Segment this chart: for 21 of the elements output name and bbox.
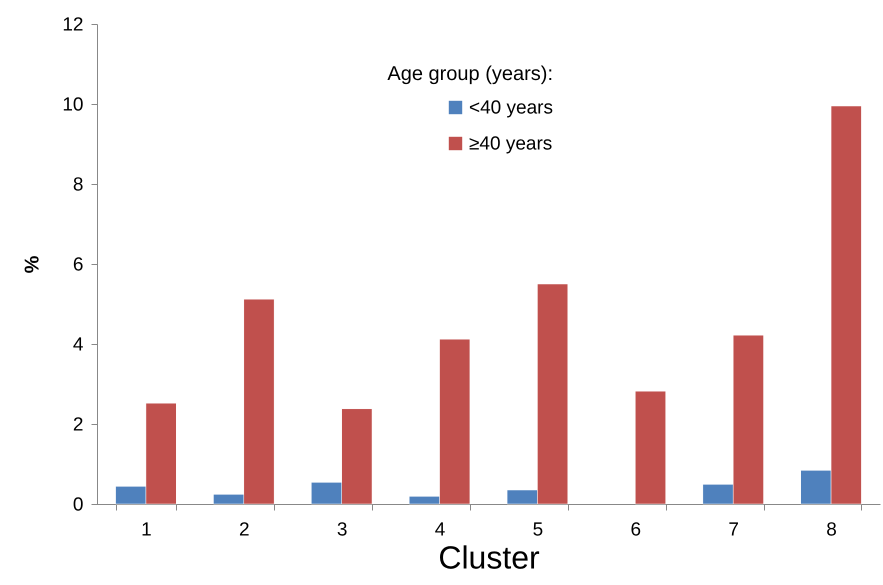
x-tick-label: 1	[141, 520, 152, 540]
x-tick-label: 5	[532, 520, 544, 540]
bar	[635, 390, 666, 504]
x-tick-label: 4	[434, 520, 446, 540]
x-tick-label: 8	[826, 520, 837, 540]
y-tick-label: 8	[72, 174, 84, 196]
y-tick-label: 6	[72, 254, 84, 276]
y-tick-label: 0	[72, 494, 84, 516]
x-tick-label: 3	[336, 520, 348, 540]
x-tick-label: 2	[239, 520, 250, 540]
x-tick-label: 6	[630, 520, 642, 540]
y-axis-title: %	[21, 255, 44, 274]
y-tick-label: 12	[62, 14, 84, 36]
legend-label: <40 years	[469, 98, 553, 118]
y-tick-label: 4	[72, 334, 84, 356]
x-axis-title: Cluster	[438, 540, 540, 576]
y-tick-label: 10	[62, 94, 84, 116]
legend-label: ≥40 years	[469, 134, 552, 154]
x-tick-label: 7	[728, 520, 739, 540]
y-tick-label: 2	[72, 414, 84, 436]
legend-title: Age group (years):	[387, 63, 553, 85]
